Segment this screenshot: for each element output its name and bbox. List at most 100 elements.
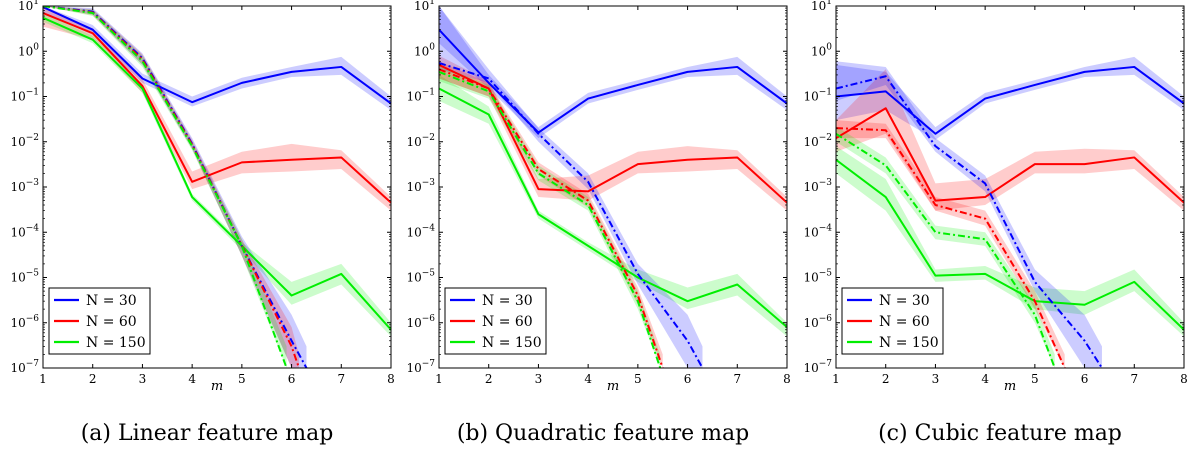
- y-tick-exponent: −6: [422, 314, 436, 324]
- y-tick-exponent: 1: [826, 0, 832, 7]
- y-tick-base: 10: [406, 90, 421, 104]
- series-line-3: [43, 16, 391, 331]
- y-tick-base: 10: [803, 135, 818, 149]
- y-tick-label: 10−4: [406, 223, 435, 239]
- y-tick-exponent: −2: [26, 133, 39, 143]
- series-line-2: [836, 107, 1184, 204]
- y-tick-base: 10: [406, 361, 421, 375]
- y-tick-label: 10−6: [10, 314, 39, 330]
- y-tick-exponent: −1: [819, 88, 832, 98]
- series-line-dashdot-4: [439, 62, 704, 368]
- x-tick-label: 6: [1081, 372, 1089, 386]
- y-tick-exponent: −1: [422, 88, 435, 98]
- series-line-dashdot-5: [836, 127, 1066, 368]
- x-tick-label: 1: [39, 372, 47, 386]
- y-tick-label: 10−7: [10, 359, 39, 375]
- series-band-3: [439, 74, 787, 337]
- panel-caption: (a) Linear feature map: [81, 421, 334, 446]
- y-tick-label: 10−1: [406, 88, 435, 104]
- y-tick-exponent: −2: [422, 133, 435, 143]
- y-tick-label: 100: [811, 42, 832, 58]
- series-line-dashdot-6: [43, 6, 288, 368]
- legend-label: N = 150: [879, 335, 939, 351]
- legend-label: N = 30: [482, 293, 533, 309]
- y-tick-exponent: −1: [26, 88, 39, 98]
- y-tick-label: 10−6: [406, 314, 435, 330]
- x-tick-label: 6: [288, 372, 296, 386]
- series-line-3: [439, 87, 787, 328]
- y-tick-label: 10−5: [406, 269, 435, 285]
- chart-panel-1: 1 2 3 4 5 6 7 810−710−610−510−410−310−210−11001…: [10, 0, 394, 446]
- y-tick-base: 10: [10, 271, 25, 285]
- y-tick-base: 10: [811, 0, 826, 13]
- y-tick-exponent: −5: [26, 269, 40, 279]
- x-tick-label: 5: [238, 372, 246, 386]
- y-tick-exponent: −4: [422, 223, 436, 233]
- y-tick-label: 10−2: [10, 133, 39, 149]
- series-band-1: [836, 56, 1184, 140]
- legend-label: N = 60: [879, 314, 930, 330]
- x-tick-label: 4: [981, 372, 989, 386]
- legend-label: N = 150: [482, 335, 542, 351]
- panel-caption: (b) Quadratic feature map: [457, 421, 749, 446]
- y-tick-exponent: −6: [26, 314, 40, 324]
- y-tick-base: 10: [406, 135, 421, 149]
- y-tick-base: 10: [10, 316, 25, 330]
- y-tick-label: 10−1: [803, 88, 832, 104]
- y-tick-exponent: −2: [819, 133, 832, 143]
- plot-area: [439, 6, 787, 368]
- x-axis-label: m: [1004, 379, 1016, 394]
- x-tick-label: 8: [387, 372, 395, 386]
- x-tick-label: 3: [139, 372, 147, 386]
- x-axis-label: m: [607, 379, 619, 394]
- x-tick-label: 3: [932, 372, 940, 386]
- y-tick-base: 10: [406, 316, 421, 330]
- legend-label: N = 150: [86, 335, 146, 351]
- y-tick-base: 10: [803, 90, 818, 104]
- y-tick-exponent: 1: [33, 0, 39, 7]
- x-tick-label: 5: [1031, 372, 1039, 386]
- x-tick-label: 2: [89, 372, 97, 386]
- legend-label: N = 60: [86, 314, 137, 330]
- series-band-6: [836, 126, 1055, 368]
- y-tick-exponent: −3: [819, 178, 833, 188]
- series-band-3: [836, 146, 1184, 337]
- plot-area: [43, 6, 391, 368]
- y-tick-exponent: 1: [429, 0, 435, 7]
- y-tick-label: 10−4: [803, 223, 832, 239]
- y-tick-label: 10−1: [10, 88, 39, 104]
- plot-area: [836, 56, 1184, 368]
- legend-label: N = 30: [86, 293, 137, 309]
- y-tick-base: 10: [10, 135, 25, 149]
- y-tick-label: 10−3: [10, 178, 39, 194]
- legend-label: N = 60: [482, 314, 533, 330]
- legend-label: N = 30: [879, 293, 930, 309]
- y-tick-label: 10−7: [803, 359, 832, 375]
- y-tick-exponent: −7: [819, 359, 833, 369]
- series-line-1: [43, 6, 391, 105]
- x-tick-label: 2: [485, 372, 493, 386]
- y-tick-exponent: 0: [826, 42, 832, 52]
- y-tick-base: 10: [803, 225, 818, 239]
- y-tick-base: 10: [406, 271, 421, 285]
- y-tick-base: 10: [406, 225, 421, 239]
- x-tick-label: 4: [188, 372, 196, 386]
- y-tick-label: 101: [811, 0, 832, 13]
- y-tick-exponent: −7: [26, 359, 40, 369]
- chart-panel-3: 1 2 3 4 5 6 7 810−710−610−510−410−310−210−11001…: [803, 0, 1187, 446]
- series-band-2: [439, 55, 787, 211]
- y-tick-label: 10−5: [803, 269, 832, 285]
- x-tick-label: 7: [733, 372, 741, 386]
- x-tick-label: 3: [535, 372, 543, 386]
- y-tick-exponent: −7: [422, 359, 436, 369]
- y-tick-exponent: −4: [26, 223, 40, 233]
- y-tick-base: 10: [18, 0, 33, 13]
- x-tick-label: 7: [337, 372, 345, 386]
- y-tick-label: 10−3: [406, 178, 435, 194]
- y-tick-exponent: 0: [33, 42, 39, 52]
- series-line-1: [836, 65, 1184, 135]
- y-tick-label: 10−5: [10, 269, 39, 285]
- y-tick-base: 10: [18, 44, 33, 58]
- y-tick-base: 10: [811, 44, 826, 58]
